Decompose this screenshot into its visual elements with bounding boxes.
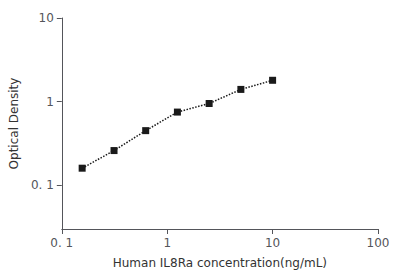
svg-text:1: 1 [163,236,171,250]
svg-text:Human IL8Ra concentration(ng/m: Human IL8Ra concentration(ng/mL) [113,256,327,270]
svg-text:Optical Density: Optical Density [7,78,21,170]
svg-text:100: 100 [367,236,390,250]
svg-text:0. 1: 0. 1 [31,178,54,192]
svg-text:10: 10 [39,11,54,25]
svg-text:1: 1 [46,95,54,109]
svg-text:0. 1: 0. 1 [50,236,73,250]
svg-text:10: 10 [265,236,280,250]
